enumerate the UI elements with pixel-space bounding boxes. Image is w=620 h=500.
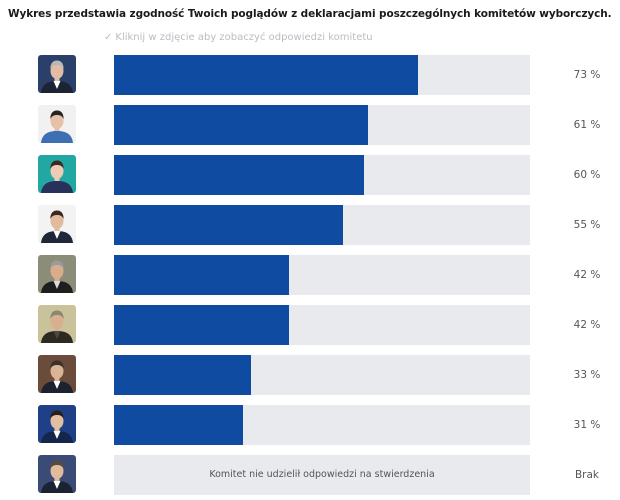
score-bar-fill <box>114 205 343 245</box>
committee-row: Komitet nie udzielił odpowiedzi na stwie… <box>0 455 620 495</box>
candidate-4-portrait[interactable] <box>38 205 76 243</box>
score-bar-track <box>114 405 530 445</box>
score-label: 33 % <box>573 369 601 381</box>
committee-row: 60 % <box>0 155 620 195</box>
chart-title: Wykres przedstawia zgodność Twoich poglą… <box>8 8 612 20</box>
score-bar-fill <box>114 55 418 95</box>
score-bar-fill <box>114 255 289 295</box>
score-label: Brak <box>574 469 600 481</box>
score-label: 55 % <box>573 219 601 231</box>
portrait-image <box>38 405 76 443</box>
committee-row: 42 % <box>0 255 620 295</box>
score-label: 73 % <box>573 69 601 81</box>
score-label: 60 % <box>573 169 601 181</box>
candidate-3-portrait[interactable] <box>38 155 76 193</box>
score-bar-track: Komitet nie udzielił odpowiedzi na stwie… <box>114 455 530 495</box>
score-bar-track <box>114 305 530 345</box>
check-icon: ✓ <box>104 32 113 43</box>
no-response-message: Komitet nie udzielił odpowiedzi na stwie… <box>209 469 435 480</box>
candidate-8-portrait[interactable] <box>38 405 76 443</box>
portrait-image <box>38 355 76 393</box>
portrait-image <box>38 455 76 493</box>
portrait-image <box>38 205 76 243</box>
score-bar-track <box>114 205 530 245</box>
committee-row: 31 % <box>0 405 620 445</box>
committee-row: 73 % <box>0 55 620 95</box>
portrait-image <box>38 155 76 193</box>
candidate-5-portrait[interactable] <box>38 255 76 293</box>
portrait-image <box>38 55 76 93</box>
hint-text: Kliknij w zdjęcie aby zobaczyć odpowiedz… <box>115 32 373 43</box>
candidate-2-portrait[interactable] <box>38 105 76 143</box>
score-bar-fill <box>114 105 368 145</box>
score-label: 42 % <box>573 269 601 281</box>
candidate-7-portrait[interactable] <box>38 355 76 393</box>
score-bar-track <box>114 255 530 295</box>
score-bar-fill <box>114 155 364 195</box>
candidate-9-portrait[interactable] <box>38 455 76 493</box>
score-bar-fill <box>114 305 289 345</box>
candidate-6-portrait[interactable] <box>38 305 76 343</box>
score-bar-track <box>114 55 530 95</box>
score-label: 42 % <box>573 319 601 331</box>
portrait-image <box>38 305 76 343</box>
committee-row: 61 % <box>0 105 620 145</box>
committee-row: 42 % <box>0 305 620 345</box>
portrait-image <box>38 105 76 143</box>
score-bar-track <box>114 155 530 195</box>
portrait-image <box>38 255 76 293</box>
candidate-1-portrait[interactable] <box>38 55 76 93</box>
committee-row: 33 % <box>0 355 620 395</box>
hint: ✓ Kliknij w zdjęcie aby zobaczyć odpowied… <box>104 32 373 43</box>
score-label: 61 % <box>573 119 601 131</box>
score-bar-track <box>114 105 530 145</box>
score-bar-fill <box>114 405 243 445</box>
score-bar-fill <box>114 355 251 395</box>
committee-row: 55 % <box>0 205 620 245</box>
score-label: 31 % <box>573 419 601 431</box>
score-bar-track <box>114 355 530 395</box>
